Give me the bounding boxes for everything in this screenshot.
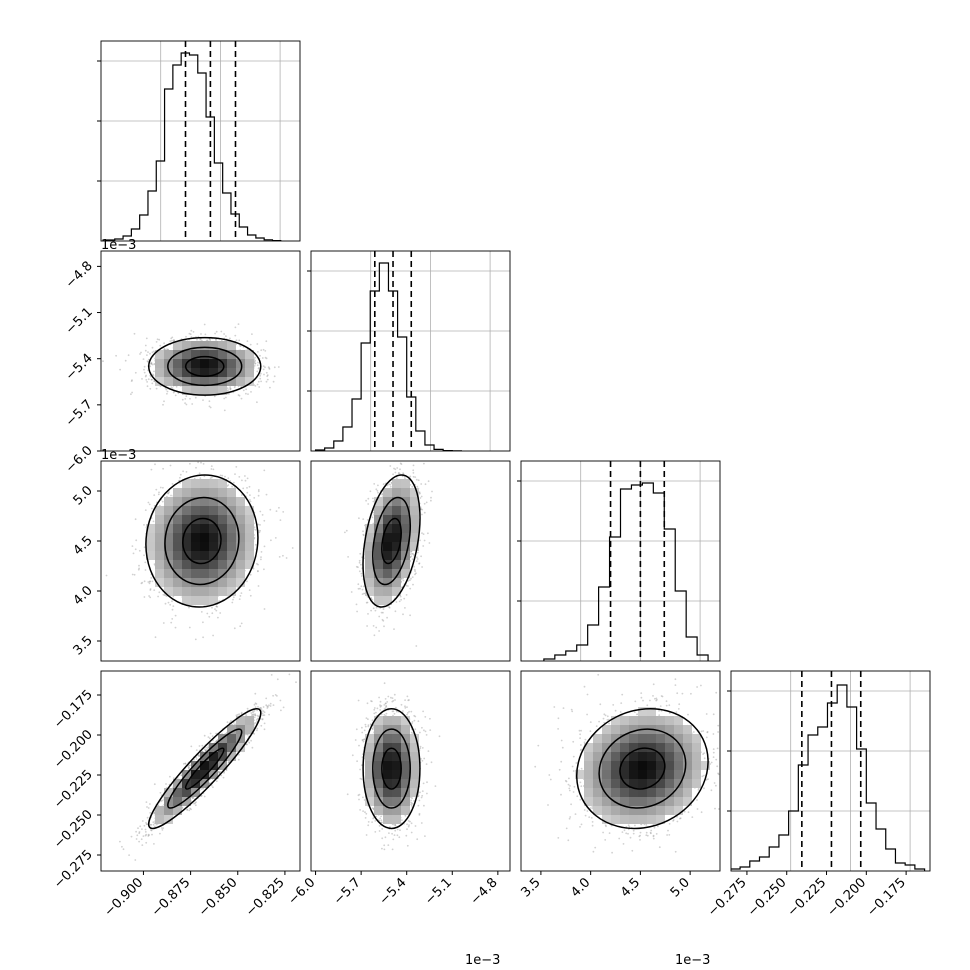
panel-1-1-plot-area <box>311 251 510 451</box>
panel-2-1-density <box>365 479 419 605</box>
panel-3-2: 3.5 4.0 4.5 5.0 1e−3 <box>518 670 721 968</box>
panel-3-3: −0.275−0.250−0.225−0.200−0.175 <box>705 670 931 920</box>
panel-3-2-xtick-label-2: 4.5 <box>618 875 643 900</box>
panel-3-3-xtick-label-2: −0.225 <box>785 875 830 920</box>
panel-2-0-plot-area <box>105 461 294 641</box>
panel-2-1 <box>310 460 511 662</box>
panel-2-2-histogram-line <box>543 482 709 661</box>
panel-3-0-xtick-label-2: −0.850 <box>196 875 241 920</box>
panel-1-0-ytick-label-0: −6.0 <box>63 443 96 476</box>
panel-2-0-contour-0 <box>182 517 222 565</box>
panel-3-1-density <box>365 716 419 824</box>
panel-3-3-histogram-line <box>731 684 926 871</box>
panel-2-2-plot-area <box>521 461 720 661</box>
panel-3-0-ytick-label-1: −0.250 <box>51 807 96 852</box>
panel-2-1-plot-area <box>344 462 433 647</box>
panel-3-3-xtick-label-1: −0.250 <box>745 875 790 920</box>
panel-3-2-x-offset: 1e−3 <box>675 953 710 968</box>
panel-1-1-histogram-line <box>314 262 462 451</box>
panel-3-0-plot-area <box>119 673 297 861</box>
panel-3-0-contour-1 <box>167 728 243 809</box>
panel-3-1: −6.0 −5.7 −5.4 −5.1 −4.8 1e−3 <box>285 670 511 968</box>
panel-3-2-xtick-label-1: 4.0 <box>568 875 593 900</box>
panel-3-1-contour-2 <box>362 708 421 830</box>
panel-2-2 <box>517 460 721 662</box>
panel-1-0-ytick-label-1: −5.7 <box>63 397 96 430</box>
panel-2-0-ytick-label-2: 4.5 <box>71 533 96 558</box>
panel-3-3-xtick-label-3: −0.200 <box>825 875 870 920</box>
panel-1-1 <box>307 250 511 452</box>
panel-3-1-xtick-label-3: −5.1 <box>422 875 455 908</box>
panel-2-1-contour-1 <box>372 496 411 586</box>
panel-1-0: −6.0 −5.7 −5.4 −5.1 −4.8 1e−3 <box>63 238 301 476</box>
panel-3-2-density <box>575 707 710 824</box>
panel-3-2-xtick-label-3: 5.0 <box>668 875 693 900</box>
panel-3-1-contour-1 <box>372 728 411 809</box>
panel-0-0 <box>97 40 301 242</box>
panel-3-3-xtick-label-4: −0.175 <box>864 875 909 920</box>
panel-0-0-plot-area <box>101 41 300 241</box>
panel-2-1-contour-2 <box>362 474 421 608</box>
panel-1-0-y-offset: 1e−3 <box>101 238 136 253</box>
panel-1-0-frame <box>100 250 301 452</box>
panel-3-0-ytick-label-3: −0.200 <box>51 727 96 772</box>
panel-0-0-frame <box>100 40 301 242</box>
panel-3-1-xtick-label-1: −5.7 <box>331 875 364 908</box>
panel-3-1-plot-area <box>346 671 441 851</box>
panel-1-0-contour-2 <box>147 336 262 396</box>
panel-3-1-xtick-label-2: −5.4 <box>377 875 410 908</box>
panel-2-0: 3.5 4.0 4.5 5.0 1e−3 <box>71 448 301 662</box>
panel-0-0-histogram-line <box>105 52 282 241</box>
panel-2-1-frame <box>310 460 511 662</box>
panel-3-0: −0.275−0.250−0.225−0.200−0.175−0.900 −0.8… <box>51 670 301 920</box>
panel-2-0-ytick-label-3: 5.0 <box>71 483 96 508</box>
panel-1-0-plot-area <box>102 323 280 412</box>
panel-1-0-contour-0 <box>184 355 225 377</box>
panel-3-0-xtick-label-3: −0.825 <box>243 875 288 920</box>
panel-2-0-frame <box>100 460 301 662</box>
panel-3-0-xtick-label-1: −0.875 <box>149 875 194 920</box>
panel-3-0-xtick-label-0: −0.900 <box>102 875 147 920</box>
panel-1-1-frame <box>310 250 511 452</box>
panel-3-1-xtick-label-0: −6.0 <box>285 875 318 908</box>
panel-2-1-contour-0 <box>381 517 402 565</box>
panel-2-0-contour-1 <box>164 496 240 586</box>
panel-3-2-contour-1 <box>598 728 687 809</box>
panel-3-2-contour-0 <box>619 747 666 790</box>
panel-2-0-contour-2 <box>145 474 259 608</box>
panel-2-0-y-offset: 1e−3 <box>101 448 136 463</box>
panel-3-1-frame <box>310 670 511 872</box>
panel-1-0-contour-1 <box>167 346 243 387</box>
panel-2-2-frame <box>520 460 721 662</box>
panel-2-0-ytick-label-0: 3.5 <box>71 633 96 658</box>
panel-3-0-ytick-label-0: −0.275 <box>51 847 96 892</box>
panel-3-0-ytick-label-2: −0.225 <box>51 767 96 812</box>
panel-3-0-ytick-label-4: −0.175 <box>51 687 96 732</box>
panel-3-1-xtick-label-4: −4.8 <box>468 875 501 908</box>
panel-3-1-x-offset: 1e−3 <box>465 953 500 968</box>
panel-3-3-xtick-label-0: −0.275 <box>705 875 750 920</box>
panel-3-2-plot-area <box>534 673 720 854</box>
panel-2-0-ytick-label-1: 4.0 <box>71 583 96 608</box>
panel-1-0-ytick-label-4: −4.8 <box>63 259 96 292</box>
panel-3-2-frame <box>520 670 721 872</box>
panel-3-1-contour-0 <box>381 747 402 790</box>
panel-1-0-ytick-label-3: −5.1 <box>63 305 96 338</box>
panel-3-3-plot-area <box>731 671 930 871</box>
panel-3-3-frame <box>730 670 931 872</box>
panel-2-0-density <box>146 479 254 605</box>
panel-3-0-frame <box>100 670 301 872</box>
panel-3-0-contour-2 <box>147 708 262 830</box>
panel-3-0-contour-0 <box>184 747 225 790</box>
panel-1-0-ytick-label-2: −5.4 <box>63 351 96 384</box>
panel-3-2-contour-2 <box>575 708 709 830</box>
panel-3-2-xtick-label-0: 3.5 <box>518 875 543 900</box>
